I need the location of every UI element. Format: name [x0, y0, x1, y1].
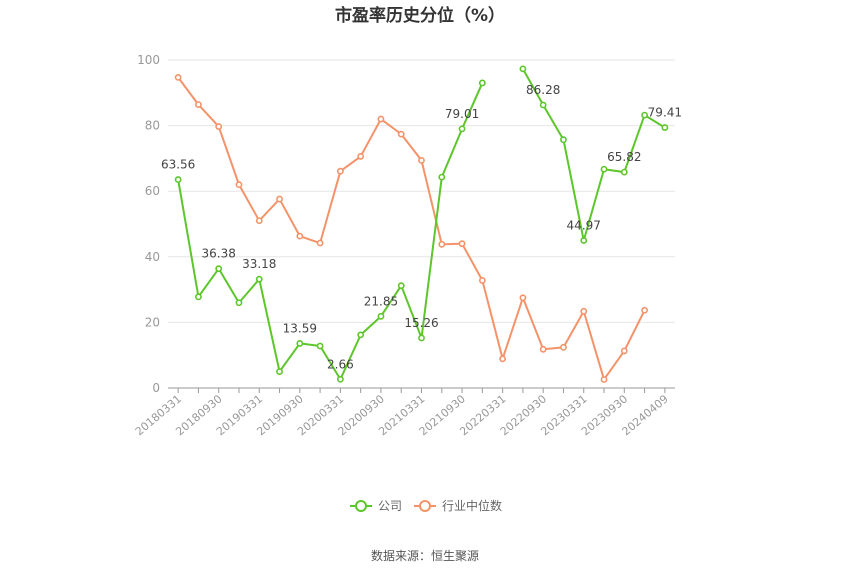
data-point[interactable] — [174, 176, 182, 183]
y-tick-label: 40 — [145, 250, 160, 264]
data-point[interactable] — [600, 376, 608, 383]
data-point[interactable] — [215, 123, 223, 130]
data-point[interactable] — [316, 342, 324, 350]
data-point[interactable] — [235, 299, 243, 307]
chart-title: 市盈率历史分位（%） — [335, 5, 505, 26]
grid-lines — [168, 59, 675, 323]
legend[interactable]: 公司 行业中位数 — [350, 498, 502, 513]
data-point[interactable] — [195, 293, 202, 301]
data-point[interactable] — [215, 265, 223, 273]
data-point[interactable] — [478, 277, 486, 284]
data-point[interactable] — [336, 375, 344, 383]
data-label: 44.97 — [567, 218, 601, 232]
series-layer — [174, 65, 669, 383]
data-point[interactable] — [438, 240, 446, 248]
data-label: 63.56 — [161, 158, 195, 172]
data-point[interactable] — [174, 73, 182, 81]
y-tick-label: 80 — [145, 119, 160, 133]
data-point[interactable] — [661, 124, 669, 131]
data-point[interactable] — [255, 275, 263, 283]
data-point[interactable] — [478, 79, 486, 87]
data-label: 65.82 — [607, 150, 641, 164]
data-label: 79.41 — [648, 106, 682, 120]
data-point[interactable] — [195, 101, 202, 109]
data-point[interactable] — [641, 111, 648, 119]
y-tick-label: 100 — [137, 53, 160, 67]
legend-item-industry-median[interactable]: 行业中位数 — [414, 498, 502, 513]
data-point[interactable] — [235, 181, 243, 189]
data-point[interactable] — [296, 232, 304, 240]
data-label: 36.38 — [202, 247, 236, 261]
legend-marker-company — [355, 500, 367, 512]
data-point[interactable] — [377, 312, 385, 320]
data-point[interactable] — [336, 167, 344, 175]
data-point[interactable] — [397, 130, 405, 138]
data-point[interactable] — [539, 345, 547, 353]
data-point[interactable] — [641, 306, 648, 314]
data-point[interactable] — [458, 240, 466, 248]
y-tick-label: 0 — [152, 381, 160, 395]
legend-item-company[interactable]: 公司 — [350, 499, 402, 513]
data-label: 2.66 — [327, 357, 354, 371]
data-point[interactable] — [620, 168, 628, 176]
data-label: 79.01 — [445, 107, 479, 121]
data-point[interactable] — [560, 136, 567, 144]
series-line — [177, 68, 666, 381]
data-labels: 63.56 36.38 33.18 13.59 2.66 21.85 15.26 79.01 8… — [161, 83, 682, 371]
data-point[interactable] — [377, 115, 385, 123]
y-tick-label: 60 — [145, 184, 160, 198]
y-axis: 0 20 40 60 80 100 — [137, 53, 160, 395]
data-point[interactable] — [418, 334, 425, 342]
x-axis: 2018033120180930201903312019093020200331… — [133, 387, 675, 438]
legend-label-industry-median: 行业中位数 — [442, 498, 502, 513]
y-tick-label: 20 — [145, 315, 160, 329]
data-point[interactable] — [397, 282, 405, 290]
data-point[interactable] — [255, 217, 263, 225]
legend-label-company: 公司 — [378, 499, 402, 513]
data-source: 数据来源：恒生聚源 — [371, 548, 479, 563]
data-point[interactable] — [560, 343, 567, 351]
data-label: 13.59 — [283, 321, 317, 335]
data-point[interactable] — [519, 65, 527, 73]
data-label: 21.85 — [364, 294, 398, 308]
series-1 — [174, 73, 648, 383]
series-line — [177, 76, 646, 381]
data-point[interactable] — [580, 237, 588, 244]
data-point[interactable] — [316, 239, 324, 247]
data-label: 86.28 — [526, 83, 560, 97]
series-0 — [174, 65, 669, 383]
legend-marker-industry-median — [419, 500, 431, 512]
data-point[interactable] — [519, 294, 527, 302]
data-label: 15.26 — [404, 316, 438, 330]
data-point[interactable] — [620, 347, 628, 355]
data-point[interactable] — [276, 368, 283, 375]
data-point[interactable] — [438, 173, 446, 181]
data-point[interactable] — [418, 156, 425, 164]
data-label: 33.18 — [242, 257, 276, 271]
data-point[interactable] — [357, 153, 365, 160]
data-point[interactable] — [458, 125, 466, 133]
data-point[interactable] — [580, 307, 588, 315]
data-point[interactable] — [499, 355, 507, 363]
data-point[interactable] — [276, 195, 283, 203]
data-point[interactable] — [539, 101, 547, 109]
data-point[interactable] — [357, 331, 365, 339]
data-point[interactable] — [600, 165, 608, 173]
data-point[interactable] — [296, 340, 304, 347]
